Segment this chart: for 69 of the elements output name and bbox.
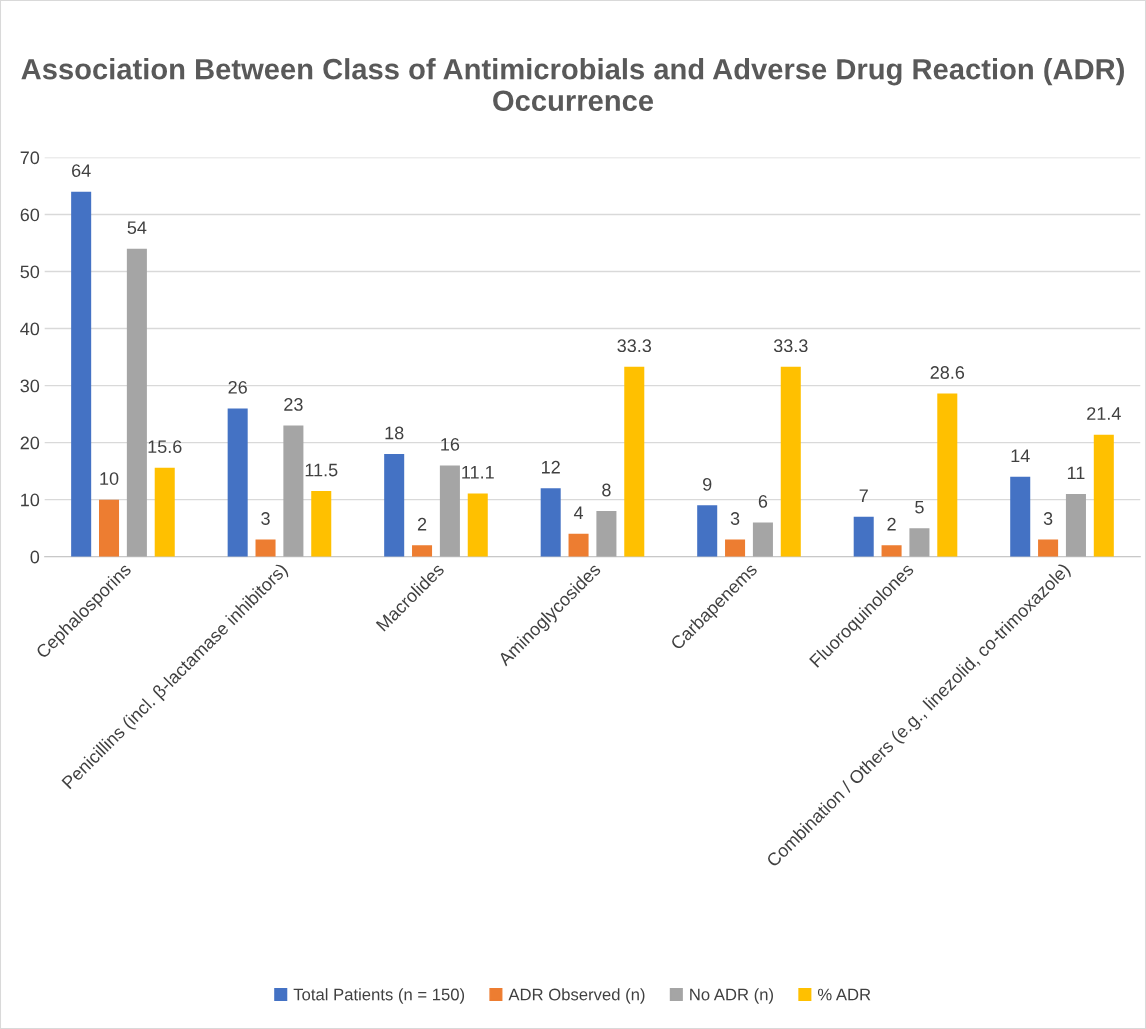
data-label: 6: [758, 495, 768, 508]
data-label: 2: [417, 517, 427, 531]
data-label: 4: [573, 506, 584, 520]
bar: [71, 191, 92, 557]
data-label: 14: [1011, 449, 1030, 462]
y-tick-label: 20: [20, 436, 40, 450]
data-label: 54: [127, 221, 147, 235]
bar: [154, 467, 175, 557]
bar: [624, 366, 645, 557]
data-label: 23: [284, 398, 303, 411]
data-label: 64: [72, 164, 91, 177]
bar: [1038, 539, 1059, 557]
bar: [384, 454, 405, 557]
bar: [412, 545, 433, 557]
bar: [780, 366, 801, 557]
data-label: 8: [602, 483, 611, 497]
bar: [1065, 493, 1086, 557]
bar: [99, 499, 120, 557]
bar: [697, 505, 718, 557]
y-tick-label: 30: [20, 379, 40, 393]
data-label: 11: [1067, 466, 1085, 480]
y-tick-label: 40: [20, 322, 40, 336]
data-label: 21.4: [1087, 407, 1121, 420]
bar: [126, 248, 147, 557]
bar: [1093, 434, 1114, 557]
data-label: 33.3: [773, 339, 808, 353]
bar: [725, 539, 746, 557]
bar: [909, 528, 930, 557]
data-label: 33.3: [617, 339, 652, 353]
bar: [596, 511, 617, 557]
data-label: 5: [915, 500, 924, 514]
data-label: 2: [887, 517, 896, 531]
data-label: 28.6: [930, 366, 965, 379]
bar: [568, 533, 589, 557]
bar: [937, 393, 958, 557]
data-label: 7: [859, 489, 868, 502]
y-tick-label: 70: [20, 151, 40, 165]
bar: [227, 408, 248, 557]
legend-label: % ADR: [817, 988, 871, 1001]
data-label: 26: [228, 380, 247, 394]
y-tick-label: 60: [20, 208, 40, 222]
data-label: 9: [703, 477, 712, 491]
data-label: 3: [261, 512, 270, 525]
y-tick-label: 50: [20, 265, 40, 279]
bar: [540, 488, 561, 557]
data-label: 3: [730, 512, 740, 525]
legend-label: No ADR (n): [690, 988, 773, 1004]
bar: [311, 491, 332, 557]
legend-label: ADR Observed (n): [508, 988, 645, 1004]
bar: [439, 465, 460, 557]
data-label: 16: [441, 437, 460, 451]
bar: [283, 425, 304, 557]
data-label: 15.6: [148, 440, 182, 454]
data-label: 18: [385, 426, 404, 440]
data-label: 10: [100, 472, 119, 485]
bar: [853, 516, 874, 557]
y-tick-label: 0: [30, 550, 40, 564]
data-label: 3: [1043, 512, 1053, 525]
bar: [752, 522, 773, 557]
data-label: 11.1: [462, 466, 494, 479]
legend-label: Total Patients (n = 150): [293, 988, 465, 1004]
bar: [255, 539, 276, 557]
data-label: 11.5: [305, 463, 338, 477]
bar: [1010, 476, 1031, 557]
chart-title: Association Between Class of Antimicrobials and Adverse Drug Reaction (ADR) Occurrence: [21, 58, 1124, 112]
y-tick-label: 10: [21, 493, 40, 507]
bar: [881, 545, 902, 557]
data-label: 12: [542, 460, 560, 474]
bar: [467, 493, 488, 557]
